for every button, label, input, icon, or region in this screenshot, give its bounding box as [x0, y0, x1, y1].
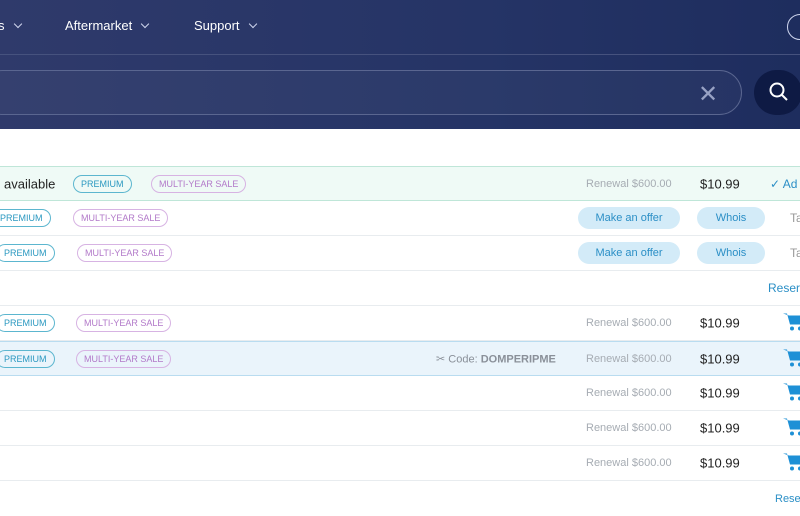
- price: $10.99: [700, 385, 740, 401]
- check-icon: ✓: [770, 176, 781, 191]
- nav-label: s: [0, 18, 5, 33]
- whois-button[interactable]: Whois: [697, 242, 765, 264]
- multi-year-sale-badge: MULTI-YEAR SALE: [76, 349, 172, 368]
- cart-icon: [783, 453, 800, 471]
- close-icon[interactable]: ✕: [698, 81, 719, 108]
- search-input[interactable]: [0, 70, 742, 115]
- renewal-price: Renewal $600.00: [586, 422, 672, 434]
- table-row: PREMIUM MULTI-YEAR SALE Make an offer Wh…: [0, 201, 800, 236]
- cart-icon: [783, 418, 800, 436]
- header: s Aftermarket Support ✕: [0, 0, 800, 129]
- nav-label: Support: [194, 18, 240, 33]
- chevron-down-icon: [248, 19, 257, 28]
- code-value: DOMPERIPME: [480, 353, 556, 365]
- table-row: Reser: [0, 271, 800, 306]
- renewal-price: Renewal $600.00: [586, 352, 672, 365]
- renewal-price: Renewal $600.00: [586, 387, 672, 399]
- multi-year-sale-badge: MULTI-YEAR SALE: [73, 209, 169, 227]
- multi-year-sale-badge: MULTI-YEAR SALE: [76, 314, 172, 332]
- table-row: Renewal $600.00 $10.99: [0, 376, 800, 411]
- add-to-cart-button[interactable]: [783, 382, 800, 405]
- add-to-cart-button[interactable]: [783, 452, 800, 475]
- multi-year-sale-badge: MULTI-YEAR SALE: [77, 244, 173, 262]
- table-row: Rese: [0, 481, 800, 516]
- table-row: PREMIUM MULTI-YEAR SALE Make an offer Wh…: [0, 236, 800, 271]
- whois-button[interactable]: Whois: [697, 207, 765, 229]
- added-label: Ad: [782, 176, 798, 191]
- account-button[interactable]: [787, 14, 800, 40]
- nav-item-domains[interactable]: s: [0, 18, 22, 33]
- add-to-cart-button[interactable]: [783, 347, 800, 370]
- nav-label: Aftermarket: [65, 18, 133, 33]
- divider: [0, 54, 800, 55]
- make-offer-button[interactable]: Make an offer: [578, 242, 680, 264]
- chevron-down-icon: [13, 19, 22, 28]
- table-row: PREMIUM MULTI-YEAR SALE Renewal $600.00 …: [0, 306, 800, 341]
- nav-item-support[interactable]: Support: [194, 18, 257, 33]
- add-to-cart-button[interactable]: [783, 417, 800, 440]
- add-to-cart-button[interactable]: [783, 312, 800, 335]
- premium-badge: PREMIUM: [0, 244, 55, 262]
- premium-badge: PREMIUM: [0, 314, 55, 332]
- price: $10.99: [700, 176, 740, 191]
- table-row: available PREMIUM MULTI-YEAR SALE Renewa…: [0, 166, 800, 201]
- table-row: PREMIUM MULTI-YEAR SALE ✂ Code: DOMPERIP…: [0, 341, 800, 376]
- multi-year-sale-badge: MULTI-YEAR SALE: [151, 174, 247, 193]
- table-row: Renewal $600.00 $10.99: [0, 446, 800, 481]
- take-link[interactable]: Ta: [790, 211, 800, 225]
- take-link[interactable]: Ta: [790, 246, 800, 260]
- premium-badge: PREMIUM: [0, 209, 51, 227]
- added-button[interactable]: ✓ Ad: [770, 177, 797, 191]
- make-offer-button[interactable]: Make an offer: [578, 207, 680, 229]
- renewal-price: Renewal $600.00: [586, 177, 672, 190]
- cart-icon: [783, 313, 800, 331]
- promo-code: ✂ Code: DOMPERIPME: [436, 352, 556, 365]
- cart-icon: [783, 383, 800, 401]
- reserve-link[interactable]: Rese: [775, 492, 800, 505]
- price: $10.99: [700, 455, 740, 471]
- premium-badge: PREMIUM: [73, 174, 132, 193]
- reserve-link[interactable]: Reser: [768, 281, 800, 295]
- search-button[interactable]: [754, 70, 800, 115]
- renewal-price: Renewal $600.00: [586, 457, 672, 469]
- nav-item-aftermarket[interactable]: Aftermarket: [65, 18, 150, 33]
- renewal-price: Renewal $600.00: [586, 317, 672, 329]
- availability-status: available: [4, 176, 56, 191]
- premium-badge: PREMIUM: [0, 349, 55, 368]
- price: $10.99: [700, 315, 740, 331]
- scissors-icon: ✂: [436, 353, 446, 365]
- search-icon: [769, 82, 788, 101]
- table-row: Renewal $600.00 $10.99: [0, 411, 800, 446]
- chevron-down-icon: [140, 19, 150, 28]
- price: $10.99: [700, 420, 740, 436]
- cart-icon: [783, 349, 800, 366]
- price: $10.99: [700, 351, 740, 366]
- code-label: Code:: [448, 353, 478, 365]
